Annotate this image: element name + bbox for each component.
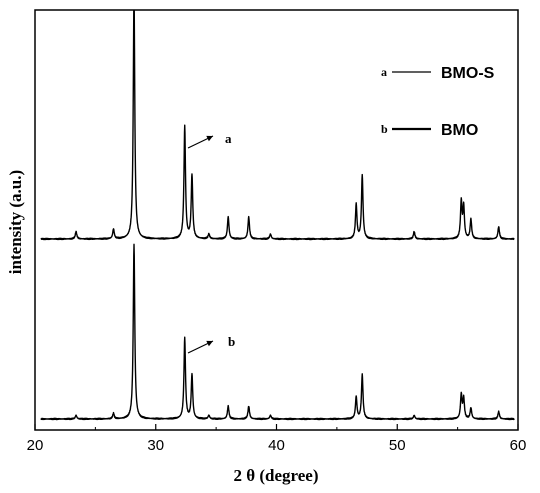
x-tick-label: 50 [389, 437, 406, 454]
annotation-arrowhead [206, 340, 213, 347]
annotation-label: b [228, 334, 235, 349]
x-tick-label: 30 [147, 437, 164, 454]
x-tick-label: 20 [27, 437, 44, 454]
y-axis-label: intensity (a.u.) [6, 170, 25, 274]
annotation-arrowhead [206, 135, 213, 142]
chart-curves [40, 10, 515, 421]
x-tick-label: 60 [510, 437, 527, 454]
series-line-b [40, 243, 515, 421]
x-axis-ticks: 20 30 40 50 60 [27, 424, 527, 454]
x-tick-label: 40 [268, 437, 285, 454]
legend-label: BMO-S [441, 65, 495, 82]
annotation-label: a [225, 131, 232, 146]
x-axis-label: 2 θ (degree) [233, 466, 318, 485]
chart-annotations: ab [187, 131, 235, 354]
series-line-a [40, 10, 515, 241]
legend: a BMO-S b BMO [381, 65, 495, 139]
legend-letter: a [381, 65, 387, 79]
legend-label: BMO [441, 122, 478, 139]
legend-letter: b [381, 122, 388, 136]
